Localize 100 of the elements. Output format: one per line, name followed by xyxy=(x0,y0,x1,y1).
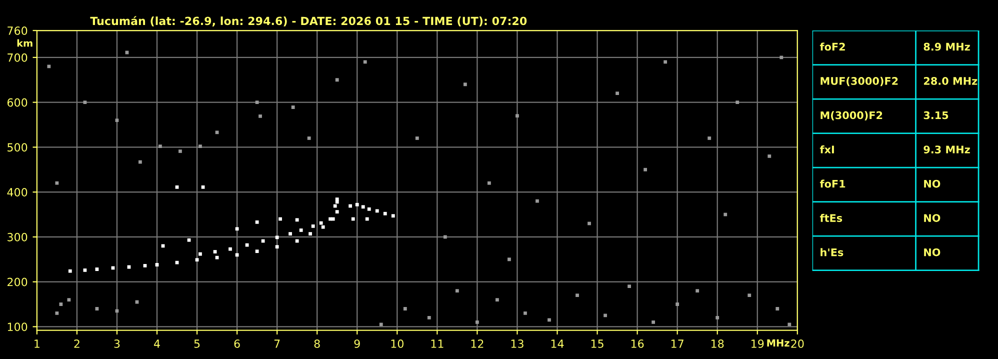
point xyxy=(198,252,202,256)
point xyxy=(676,302,680,306)
point xyxy=(68,269,72,273)
point xyxy=(55,312,59,315)
point xyxy=(488,181,491,185)
point xyxy=(278,217,282,221)
y-tick-label: 760 xyxy=(8,26,28,35)
point xyxy=(391,214,395,218)
point xyxy=(245,243,249,247)
point xyxy=(696,289,700,292)
x-axis-title: MHz xyxy=(767,339,790,346)
point xyxy=(716,316,720,320)
point xyxy=(95,268,99,271)
point xyxy=(496,298,499,302)
point xyxy=(59,302,63,306)
point xyxy=(536,199,539,203)
y-tick-label: 100 xyxy=(8,322,28,332)
x-tick-label: 17 xyxy=(671,340,684,348)
point xyxy=(319,221,323,225)
point xyxy=(255,100,259,104)
point xyxy=(628,284,631,288)
x-tick-label: 1 xyxy=(34,340,40,348)
x-tick-label: 13 xyxy=(511,340,524,348)
text: foF2 xyxy=(820,42,845,51)
point xyxy=(333,204,337,208)
point xyxy=(55,181,59,185)
text: NO xyxy=(924,214,940,222)
point xyxy=(524,312,527,315)
y-tick-label: 300 xyxy=(8,232,28,242)
text: h'Es xyxy=(820,248,844,256)
point xyxy=(138,160,142,164)
point xyxy=(455,289,459,292)
x-tick-label: 7 xyxy=(274,340,280,348)
point xyxy=(348,204,352,208)
point xyxy=(361,205,365,209)
point xyxy=(736,100,740,104)
x-tick-label: 10 xyxy=(391,340,404,348)
point xyxy=(83,100,87,104)
x-tick-label: 19 xyxy=(752,340,764,348)
point xyxy=(355,202,359,206)
point xyxy=(748,294,752,297)
point xyxy=(311,224,315,228)
point xyxy=(215,256,219,260)
point xyxy=(215,130,219,134)
text: fxI xyxy=(820,145,834,154)
point xyxy=(235,227,239,231)
point xyxy=(588,222,591,226)
point xyxy=(780,56,784,60)
x-tick-label: 18 xyxy=(712,340,724,348)
point xyxy=(258,114,262,118)
point xyxy=(255,220,259,224)
text: 8.9 MHz xyxy=(924,42,970,51)
x-tick-label: 16 xyxy=(631,340,644,348)
y-tick-label: 200 xyxy=(8,278,28,286)
x-tick-label: 5 xyxy=(194,340,200,348)
point xyxy=(516,114,519,118)
point xyxy=(335,198,339,201)
point xyxy=(178,150,182,153)
point xyxy=(708,136,712,140)
point xyxy=(576,294,579,297)
point xyxy=(295,239,299,243)
point xyxy=(476,320,479,324)
chart-title: Tucumán (lat: -26.9, lon: 294.6) - DATE: 2026 01 15 - TIME (UT): 07:20 xyxy=(90,16,527,27)
y-tick-label: 700 xyxy=(8,53,28,62)
text: foF1 xyxy=(820,180,846,188)
x-tick-label: 20 xyxy=(791,340,804,348)
point xyxy=(604,314,607,318)
point xyxy=(161,244,165,248)
point xyxy=(115,118,119,122)
x-tick-label: 4 xyxy=(154,340,160,348)
point xyxy=(383,212,387,216)
point xyxy=(288,232,292,236)
point xyxy=(195,258,199,262)
point xyxy=(463,82,467,86)
point xyxy=(427,316,431,320)
point xyxy=(724,212,728,216)
point xyxy=(443,235,447,239)
point xyxy=(261,239,265,243)
point xyxy=(365,217,369,221)
point xyxy=(201,185,205,189)
text: NO xyxy=(924,248,940,256)
x-tick-label: 2 xyxy=(74,340,80,348)
point xyxy=(788,322,792,326)
point xyxy=(275,236,279,240)
point xyxy=(351,217,355,221)
x-tick-label: 6 xyxy=(234,340,240,348)
point xyxy=(47,64,51,68)
point xyxy=(308,232,312,236)
point xyxy=(307,136,311,140)
point xyxy=(776,307,780,310)
x-tick-label: 15 xyxy=(591,340,604,348)
point xyxy=(213,250,217,254)
point xyxy=(299,228,303,232)
text: 9.3 MHz xyxy=(924,146,970,154)
x-tick-label: 8 xyxy=(314,340,320,348)
point xyxy=(291,106,295,109)
point xyxy=(67,298,71,302)
x-tick-label: 12 xyxy=(471,340,484,348)
text: M(3000)F2 xyxy=(820,111,882,120)
text: 3.15 xyxy=(924,111,948,120)
